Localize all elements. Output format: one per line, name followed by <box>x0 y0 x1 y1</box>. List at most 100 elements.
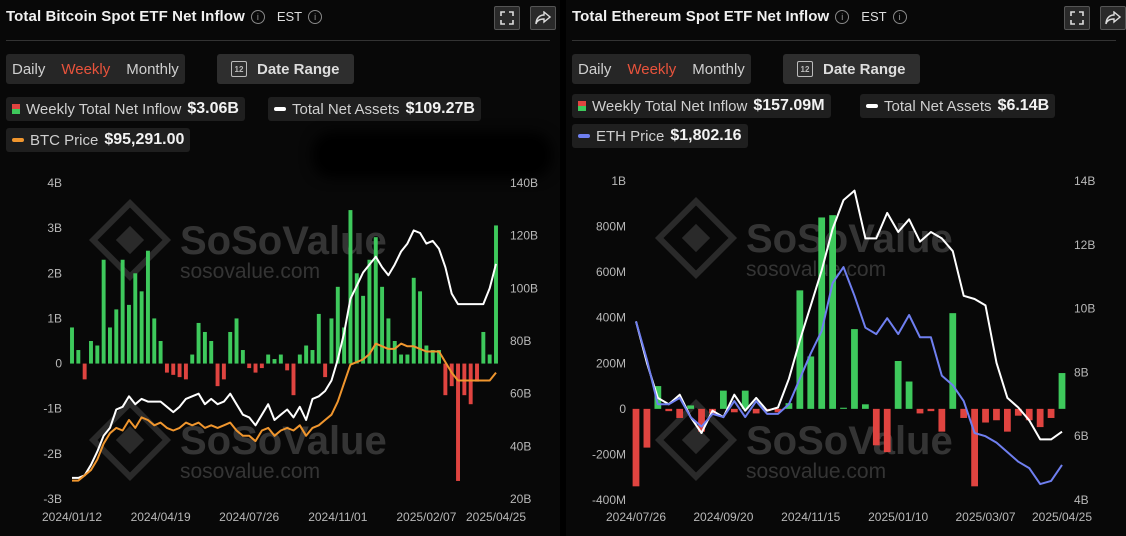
inflow-bar <box>475 363 479 382</box>
x-tick-label: 2024/09/20 <box>693 510 753 524</box>
inflow-bar <box>829 215 837 409</box>
y-right-tick-label: 40B <box>510 439 531 453</box>
price-line <box>72 342 497 482</box>
info-icon[interactable]: i <box>892 9 907 24</box>
tab-monthly[interactable]: Monthly <box>126 60 179 78</box>
inflow-bar <box>437 350 442 364</box>
inflow-bar <box>373 237 378 364</box>
btc-date-range-button[interactable]: 12 Date Range <box>217 54 354 84</box>
y-left-tick-label: 800M <box>596 220 626 234</box>
y-right-tick-label: 60B <box>510 387 531 401</box>
inflow-bar <box>1014 408 1022 416</box>
watermark-logo-icon <box>654 196 738 280</box>
x-tick-label: 2025/03/07 <box>956 510 1016 524</box>
inflow-bar <box>894 361 902 409</box>
expand-icon[interactable] <box>494 6 520 30</box>
inflow-bar <box>95 345 100 364</box>
tab-daily[interactable]: Daily <box>578 60 612 78</box>
inflow-bar <box>101 259 106 364</box>
y-left-tick-label: -1B <box>43 402 62 416</box>
y-left-tick-label: 3B <box>47 221 62 235</box>
legend-label: Weekly Total Net Inflow <box>592 97 748 115</box>
inflow-bar <box>202 331 207 364</box>
eth-timezone[interactable]: EST <box>861 9 887 24</box>
inflow-bar <box>259 363 264 369</box>
inflow-bar <box>297 354 302 364</box>
info-icon[interactable]: i <box>308 9 323 24</box>
eth-tools <box>1064 6 1126 30</box>
y-right-tick-label: 6B <box>1074 429 1089 443</box>
inflow-bar <box>1025 408 1033 421</box>
y-right-tick-label: 4B <box>1074 493 1089 507</box>
calendar-icon: 12 <box>797 61 813 77</box>
tab-monthly[interactable]: Monthly <box>692 60 745 78</box>
inflow-bar <box>687 405 695 409</box>
inflow-bar <box>171 363 176 375</box>
eth-legend-assets[interactable]: Total Net Assets $6.14B <box>860 94 1056 118</box>
btc-legend-assets[interactable]: Total Net Assets $109.27B <box>268 97 481 121</box>
inflow-bar <box>240 350 245 364</box>
btc-header: Total Bitcoin Spot ETF Net Inflow i EST … <box>6 8 323 25</box>
x-tick-label: 2025/01/10 <box>868 510 928 524</box>
inflow-bar <box>487 354 492 364</box>
expand-icon[interactable] <box>1064 6 1090 30</box>
watermark-logo-shape <box>654 196 738 280</box>
inflow-bar <box>386 318 391 364</box>
inflow-bar <box>665 408 673 412</box>
date-range-label: Date Range <box>257 60 340 78</box>
inflow-bar <box>304 345 309 364</box>
y-left-tick-label: 1B <box>611 174 626 188</box>
legend-label: BTC Price <box>30 131 99 149</box>
eth-legend-price[interactable]: ETH Price $1,802.16 <box>572 124 748 148</box>
y-right-tick-label: 12B <box>1074 238 1095 252</box>
inflow-bar <box>120 259 125 364</box>
inflow-bar <box>993 408 1000 421</box>
inflow-bar <box>456 363 460 481</box>
inflow-bar <box>291 363 296 396</box>
inflow-bar <box>133 273 138 364</box>
btc-timezone[interactable]: EST <box>276 9 303 24</box>
inflow-bar <box>348 210 353 364</box>
inflow-bar <box>405 354 410 364</box>
y-left-tick-label: 1B <box>47 311 62 325</box>
btc-title: Total Bitcoin Spot ETF Net Inflow <box>6 8 245 25</box>
inflow-bar <box>494 225 498 364</box>
y-right-tick-label: 14B <box>1074 174 1095 188</box>
tab-daily[interactable]: Daily <box>12 60 46 78</box>
inflow-bar <box>361 295 366 364</box>
inflow-bar <box>380 286 385 364</box>
inflow-bar <box>76 350 81 364</box>
info-icon[interactable]: i <box>250 9 265 24</box>
y-left-tick-label: -200M <box>592 447 626 461</box>
inflow-bar <box>329 318 334 364</box>
btc-legend-price[interactable]: BTC Price $95,291.00 <box>6 128 191 152</box>
eth-date-range-button[interactable]: 12 Date Range <box>783 54 920 84</box>
inflow-bar <box>632 408 640 487</box>
inflow-bar <box>145 250 150 364</box>
x-tick-label: 2024/07/26 <box>606 510 666 524</box>
total-net-assets-line <box>635 189 1063 441</box>
btc-legend-inflow[interactable]: Weekly Total Net Inflow $3.06B <box>6 97 245 121</box>
inflow-bar <box>818 217 826 409</box>
watermark-brand: SoSoValue <box>746 419 953 463</box>
eth-chart: SoSoValuesosovalue.comSoSoValuesosovalue… <box>592 174 1095 524</box>
info-icon[interactable]: i <box>835 9 850 24</box>
share-icon[interactable] <box>530 6 556 30</box>
inflow-bar <box>430 350 435 364</box>
inflow-bar <box>449 363 454 387</box>
inflow-bar <box>418 291 423 364</box>
inflow-bar <box>215 363 220 387</box>
tab-weekly[interactable]: Weekly <box>627 60 677 78</box>
share-icon[interactable] <box>1100 6 1126 30</box>
tab-weekly[interactable]: Weekly <box>61 60 111 78</box>
inflow-bar <box>164 363 169 373</box>
inflow-bar <box>872 408 880 446</box>
eth-legend-inflow[interactable]: Weekly Total Net Inflow $157.09M <box>572 94 831 118</box>
inflow-bar <box>840 407 847 409</box>
inflow-bar <box>158 341 163 364</box>
total-net-assets-line <box>72 229 497 479</box>
x-tick-label: 2025/04/25 <box>466 510 526 524</box>
inflow-bar <box>443 363 448 396</box>
inflow-bar <box>253 363 258 373</box>
inflow-bar <box>247 363 252 369</box>
